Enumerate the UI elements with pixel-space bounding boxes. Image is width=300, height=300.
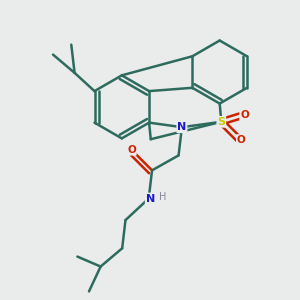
Text: H: H xyxy=(159,192,166,202)
Text: O: O xyxy=(237,135,246,145)
Text: S: S xyxy=(217,117,225,127)
Text: O: O xyxy=(127,145,136,155)
Text: N: N xyxy=(146,194,155,203)
Text: N: N xyxy=(177,122,187,132)
Text: O: O xyxy=(240,110,249,120)
